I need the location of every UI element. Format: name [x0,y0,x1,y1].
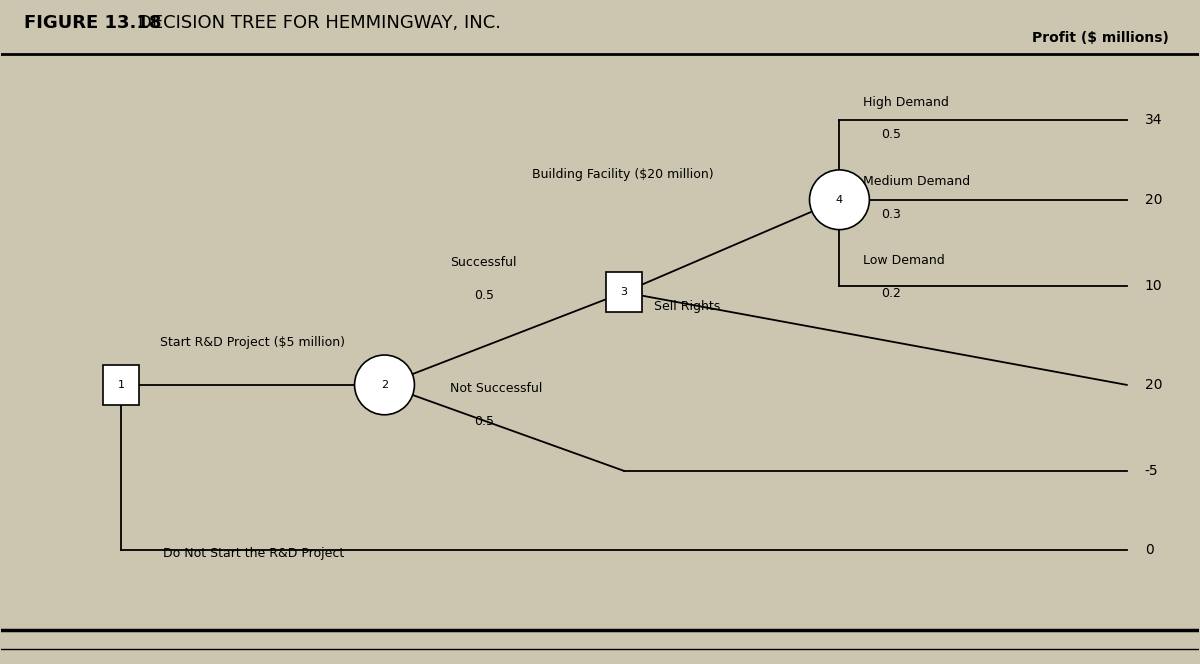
Text: 2: 2 [380,380,388,390]
Text: Sell Rights: Sell Rights [654,301,720,313]
Text: Not Successful: Not Successful [450,382,542,395]
Text: Successful: Successful [450,256,517,269]
Ellipse shape [810,170,869,230]
Text: 3: 3 [620,288,628,297]
Text: Low Demand: Low Demand [863,254,946,267]
Text: Building Facility ($20 million): Building Facility ($20 million) [532,168,714,181]
Text: 20: 20 [1145,378,1163,392]
Text: DECISION TREE FOR HEMMINGWAY, INC.: DECISION TREE FOR HEMMINGWAY, INC. [138,14,502,33]
Text: High Demand: High Demand [863,96,949,108]
Text: Medium Demand: Medium Demand [863,175,971,188]
Ellipse shape [354,355,414,415]
Text: 0.5: 0.5 [474,289,494,302]
Text: 0.5: 0.5 [474,414,494,428]
Text: 34: 34 [1145,114,1163,127]
Text: 10: 10 [1145,279,1163,293]
Text: Do Not Start the R&D Project: Do Not Start the R&D Project [163,547,344,560]
Text: 0.5: 0.5 [881,128,901,141]
Text: 20: 20 [1145,193,1163,207]
Text: Profit ($ millions): Profit ($ millions) [1032,31,1169,45]
Text: FIGURE 13.18: FIGURE 13.18 [24,14,162,33]
FancyBboxPatch shape [103,365,139,405]
Text: Start R&D Project ($5 million): Start R&D Project ($5 million) [161,335,346,349]
Text: -5: -5 [1145,464,1158,478]
Text: 4: 4 [836,195,844,205]
Text: 0.2: 0.2 [881,287,901,300]
FancyBboxPatch shape [606,272,642,312]
Text: 0.3: 0.3 [881,208,901,220]
Text: 0: 0 [1145,543,1153,557]
Text: 1: 1 [118,380,125,390]
